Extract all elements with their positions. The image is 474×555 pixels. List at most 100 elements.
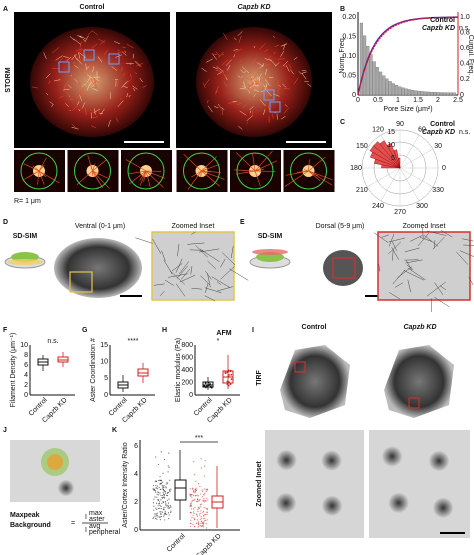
filament xyxy=(63,88,70,91)
panel-letters: H xyxy=(162,327,167,334)
point xyxy=(197,508,199,511)
point xyxy=(197,510,199,513)
c-angles: 330 xyxy=(432,187,444,194)
point xyxy=(190,501,192,503)
histogram-bar xyxy=(427,91,431,96)
point xyxy=(204,382,207,385)
filament xyxy=(145,170,164,188)
d-inset: Zoomed Inset xyxy=(172,223,215,230)
point xyxy=(160,515,163,518)
filament xyxy=(195,245,208,258)
filament xyxy=(251,58,257,66)
filament xyxy=(115,57,118,60)
filament xyxy=(373,232,389,243)
histogram-bar xyxy=(391,83,395,96)
filament xyxy=(280,116,286,120)
g-ylabel: Aster Coordination # xyxy=(90,338,97,402)
point xyxy=(155,502,158,504)
filament xyxy=(280,50,285,57)
panel-letters: B xyxy=(340,6,345,13)
filament xyxy=(254,160,278,172)
point xyxy=(154,480,156,482)
filament xyxy=(207,273,211,288)
point xyxy=(198,514,201,516)
filament xyxy=(212,66,219,70)
filament xyxy=(236,103,242,105)
point xyxy=(201,490,204,493)
point xyxy=(199,518,202,520)
panel-letters: K xyxy=(112,427,117,434)
filament xyxy=(277,88,279,96)
point xyxy=(199,498,201,500)
e-inset: Zoomed Inset xyxy=(403,223,446,230)
panel-letters: C xyxy=(340,119,345,126)
f-ylabel: Filament Density (μm⁻¹) xyxy=(10,333,17,408)
histogram-bar xyxy=(411,89,415,96)
radius-ring xyxy=(74,152,111,190)
aster xyxy=(321,450,342,471)
f-sig: n.s. xyxy=(47,338,58,345)
filament xyxy=(72,105,78,111)
filament xyxy=(90,112,93,119)
histogram-bar xyxy=(372,61,376,96)
filament xyxy=(46,93,49,96)
point xyxy=(205,527,208,529)
k-groups: Capzb KD xyxy=(195,533,223,555)
filament xyxy=(176,265,188,279)
point xyxy=(194,490,196,492)
point xyxy=(153,498,155,500)
point xyxy=(193,499,195,501)
filament xyxy=(191,170,202,178)
point xyxy=(200,515,202,518)
point xyxy=(162,508,164,511)
point xyxy=(206,511,209,513)
point xyxy=(158,491,160,494)
plane xyxy=(7,259,43,265)
filament xyxy=(253,94,256,97)
filament xyxy=(237,75,241,78)
filament xyxy=(216,66,224,72)
filament xyxy=(238,35,242,43)
filament xyxy=(51,104,53,107)
point xyxy=(198,523,200,525)
filament xyxy=(283,88,290,90)
filament xyxy=(38,157,47,172)
histogram-bar xyxy=(359,22,363,96)
point xyxy=(199,512,201,515)
j-den-sup: avg xyxy=(89,523,100,530)
j-num: I xyxy=(85,514,87,521)
point xyxy=(164,501,167,503)
filament xyxy=(225,59,232,66)
roi-box xyxy=(58,61,70,73)
point xyxy=(196,514,198,516)
filament xyxy=(308,170,321,182)
panel-letters: D xyxy=(3,219,8,226)
c-angles: 270 xyxy=(394,209,406,216)
histogram-bar xyxy=(395,85,399,96)
filament xyxy=(93,76,100,82)
filament xyxy=(233,48,239,51)
point xyxy=(207,499,209,501)
filament xyxy=(222,252,236,266)
filament xyxy=(419,237,433,242)
filament xyxy=(254,170,276,172)
point xyxy=(191,500,193,502)
filament xyxy=(89,95,95,100)
filament xyxy=(259,99,266,107)
b-y2label: Cumul. Freq. xyxy=(467,35,474,76)
histogram-bar xyxy=(446,92,450,96)
filament xyxy=(407,279,411,293)
filament xyxy=(308,170,333,186)
point xyxy=(158,501,161,503)
point xyxy=(166,483,169,485)
filament xyxy=(246,115,254,122)
point xyxy=(158,499,160,501)
filament xyxy=(288,63,292,69)
filament xyxy=(241,66,250,74)
radius-ring xyxy=(236,152,274,190)
i-side: TIRF xyxy=(256,370,263,386)
filament xyxy=(136,62,144,67)
point xyxy=(190,508,192,510)
filament xyxy=(298,71,302,75)
histogram-bar xyxy=(449,92,453,96)
